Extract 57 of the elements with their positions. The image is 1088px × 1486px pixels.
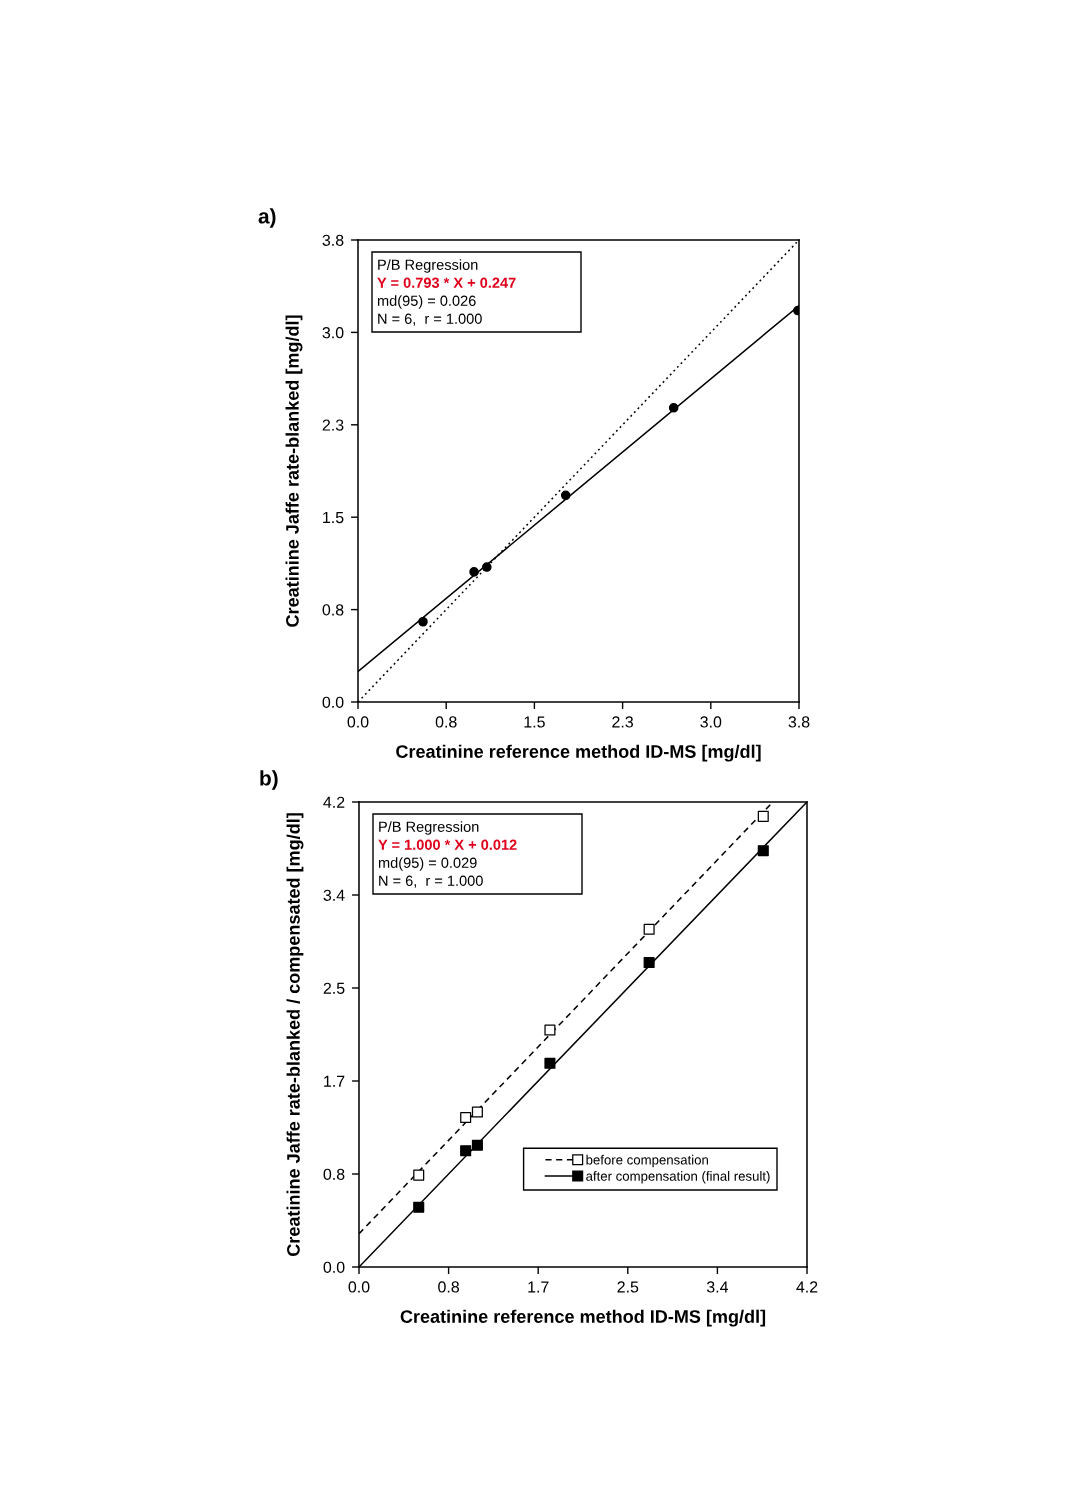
- point: [471, 1106, 483, 1118]
- x-tick-label: 0.0: [347, 716, 369, 728]
- point: [460, 1145, 472, 1157]
- x-axis-title: Creatinine reference method ID-MS [mg/dl]: [400, 1309, 766, 1327]
- x-tick-label: 3.0: [700, 716, 722, 728]
- legend-label: before compensation: [586, 1154, 708, 1168]
- y-tick-label: 0.8: [323, 1168, 345, 1180]
- point: [560, 490, 571, 501]
- x-tick-label: 0.0: [348, 1281, 370, 1293]
- y-tick-label: 0.0: [322, 696, 344, 708]
- y-tick-label: 3.8: [322, 234, 344, 246]
- point: [471, 1139, 483, 1151]
- y-tick-label: 3.0: [322, 327, 344, 339]
- point: [643, 957, 655, 969]
- y-tick-label: 1.7: [324, 1075, 345, 1087]
- point: [413, 1169, 425, 1181]
- annotation: P/B Regression: [379, 821, 479, 835]
- point: [418, 616, 428, 627]
- y-tick-label: 2.5: [323, 982, 345, 994]
- point: [668, 402, 679, 413]
- point: [544, 1057, 556, 1069]
- chart-title: b): [260, 770, 278, 790]
- annotation: md(95) = 0.029: [378, 857, 477, 871]
- x-tick-label: 1.7: [528, 1281, 549, 1293]
- y-tick-label: 0.0: [323, 1261, 345, 1273]
- y-tick-label: 4.2: [323, 796, 345, 808]
- point: [757, 810, 769, 822]
- y-tick-label: 1.5: [323, 512, 344, 524]
- y-tick-label: 0.8: [322, 604, 344, 616]
- x-tick-label: 3.4: [706, 1281, 729, 1293]
- annotation: Y = 0.793 * X + 0.247: [377, 277, 516, 288]
- x-tick-label: 2.3: [612, 716, 633, 728]
- annotation: Y = 1.000 * X + 0.012: [378, 839, 517, 850]
- x-tick-label: 2.5: [617, 1281, 639, 1293]
- annotation: N = 6, r = 1.000: [379, 875, 483, 888]
- chart-title: a): [258, 208, 276, 228]
- x-axis-title: Creatinine reference method ID-MS [mg/dl]: [396, 744, 761, 762]
- point: [544, 1024, 556, 1036]
- x-tick-label: 0.8: [435, 716, 457, 728]
- point: [643, 923, 655, 935]
- point: [469, 567, 479, 577]
- point: [757, 845, 769, 857]
- x-tick-label: 1.5: [524, 716, 545, 728]
- y-axis-title: Creatinine Jaffe rate-blanked / compensated [mg/dl]: [286, 813, 304, 1256]
- point: [413, 1201, 425, 1213]
- point: [482, 562, 492, 572]
- annotation: P/B Regression: [378, 259, 478, 273]
- point: [460, 1112, 472, 1124]
- x-tick-label: 3.8: [788, 716, 810, 728]
- legend-label: after compensation (final result): [586, 1171, 770, 1184]
- x-tick-label: 4.2: [796, 1281, 818, 1293]
- annotation: N = 6, r = 1.000: [378, 313, 482, 326]
- y-tick-label: 3.4: [323, 889, 345, 901]
- y-tick-label: 2.3: [322, 419, 344, 431]
- annotation: md(95) = 0.026: [377, 295, 476, 309]
- y-axis-title: Creatinine Jaffe rate-blanked [mg/dl]: [285, 315, 303, 627]
- x-tick-label: 0.8: [438, 1281, 460, 1293]
